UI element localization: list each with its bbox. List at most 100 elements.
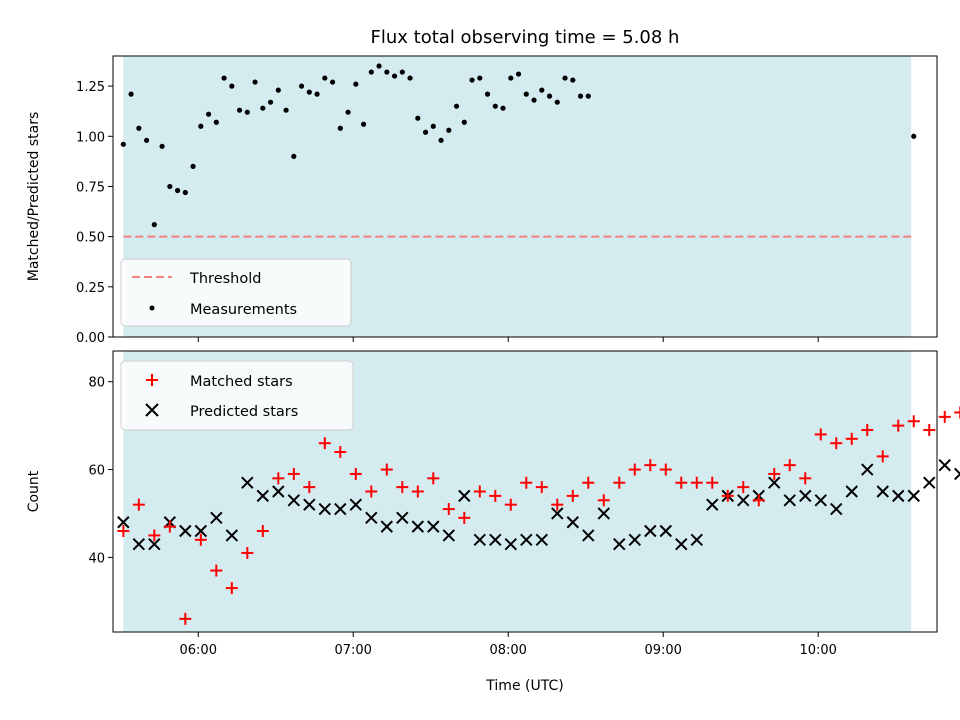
measurement-point [430,123,436,129]
matched-star-marker [318,437,331,450]
measurement-point [128,91,134,97]
predicted-star-marker [303,498,316,511]
measurement-point [407,75,413,81]
x-tick-label: 07:00 [334,643,371,658]
matched-star-marker [814,428,827,441]
matched-star-marker [551,498,564,511]
measurement-point [120,141,126,147]
predicted-star-marker [706,498,719,511]
matched-star-marker [830,437,843,450]
measurement-point [508,75,514,81]
legend-measurements-label: Measurements [190,302,297,318]
matched-star-marker [566,489,579,502]
predicted-star-markers [117,458,960,551]
matched-star-marker [303,481,316,494]
legend-measurements-swatch [149,305,155,311]
measurement-point [461,119,467,125]
measurement-point [275,87,281,93]
predicted-star-marker [768,476,781,489]
matched-star-marker [132,498,145,511]
measurement-point [283,107,289,113]
predicted-star-marker [799,489,812,503]
measurement-point [492,103,498,109]
predicted-star-marker [179,524,192,538]
measurement-point [415,115,421,121]
matched-star-marker [411,485,424,498]
matched-star-marker [752,494,765,507]
predicted-star-marker [675,537,688,551]
predicted-star-marker [256,489,270,503]
matched-star-marker [427,472,440,485]
measurement-point [376,63,382,69]
matched-star-marker [241,546,254,559]
measurement-point [577,93,584,99]
top-y-ticks: 0.00 0.25 0.50 0.75 1.00 1.25 [76,80,113,346]
measurement-point [221,75,227,81]
measurement-point [570,77,576,83]
predicted-star-marker [954,467,960,481]
measurement-point [329,79,336,85]
measurement-point [337,125,343,131]
measurement-point [198,123,204,129]
measurement-point [236,107,243,113]
predicted-star-marker [380,520,394,533]
measurement-point [531,97,537,103]
predicted-star-marker [938,458,951,472]
predicted-star-marker [318,502,332,516]
ratio-panel: 0.00 0.25 0.50 0.75 1.00 1.25 Matched/Predict… [26,55,938,346]
predicted-star-marker [132,537,146,551]
matched-star-marker [861,424,874,437]
matched-star-marker [783,459,796,472]
matched-star-marker [179,612,192,625]
predicted-star-marker [489,533,502,547]
top-y-axis-label: Matched/Predicted stars [26,112,42,282]
predicted-star-marker [148,537,161,551]
matched-star-marker [458,511,471,524]
matched-star-marker [272,472,285,485]
measurement-point [453,103,460,109]
y-tick-label: 1.00 [76,130,105,145]
legend-matched-label: Matched stars [190,374,293,390]
measurement-point [244,109,250,115]
measurement-point [546,93,553,99]
measurement-point [554,99,560,105]
x-axis-label: Time (UTC) [485,678,563,694]
matched-star-marker [845,432,858,445]
matched-star-marker [721,489,734,502]
measurement-point [205,111,212,117]
predicted-star-marker [613,537,626,551]
predicted-star-marker [582,529,595,542]
matched-star-marker [907,415,920,428]
predicted-star-marker [458,489,471,503]
matched-star-marker [768,467,781,480]
matched-star-marker [659,463,672,476]
legend-predicted-label: Predicted stars [190,404,298,420]
measurement-point [515,71,522,77]
measurement-point [252,79,258,85]
matched-star-marker [892,419,905,432]
y-tick-label: 60 [88,464,105,479]
measurement-point [267,99,274,105]
matched-star-marker [737,481,750,494]
measurement-point [298,83,305,89]
predicted-star-marker [907,489,920,503]
y-tick-label: 80 [88,376,105,391]
predicted-star-marker [861,463,874,476]
measurement-point [391,73,398,79]
measurement-point [182,189,188,196]
top-legend-box [120,258,352,327]
predicted-star-marker [845,485,858,498]
matched-star-marker [504,498,517,511]
predicted-star-marker [411,520,425,533]
bottom-axes-frame [112,350,938,633]
matched-star-marker [489,489,502,502]
predicted-star-marker [814,494,827,507]
predicted-star-marker [194,524,208,538]
measurement-points [120,63,917,228]
matched-star-marker [535,481,548,494]
matched-star-marker [675,476,688,489]
measurement-point [314,91,320,97]
bottom-legend-box [120,360,354,431]
top-legend: Threshold Measurements [120,258,352,327]
measurement-point [399,69,405,75]
